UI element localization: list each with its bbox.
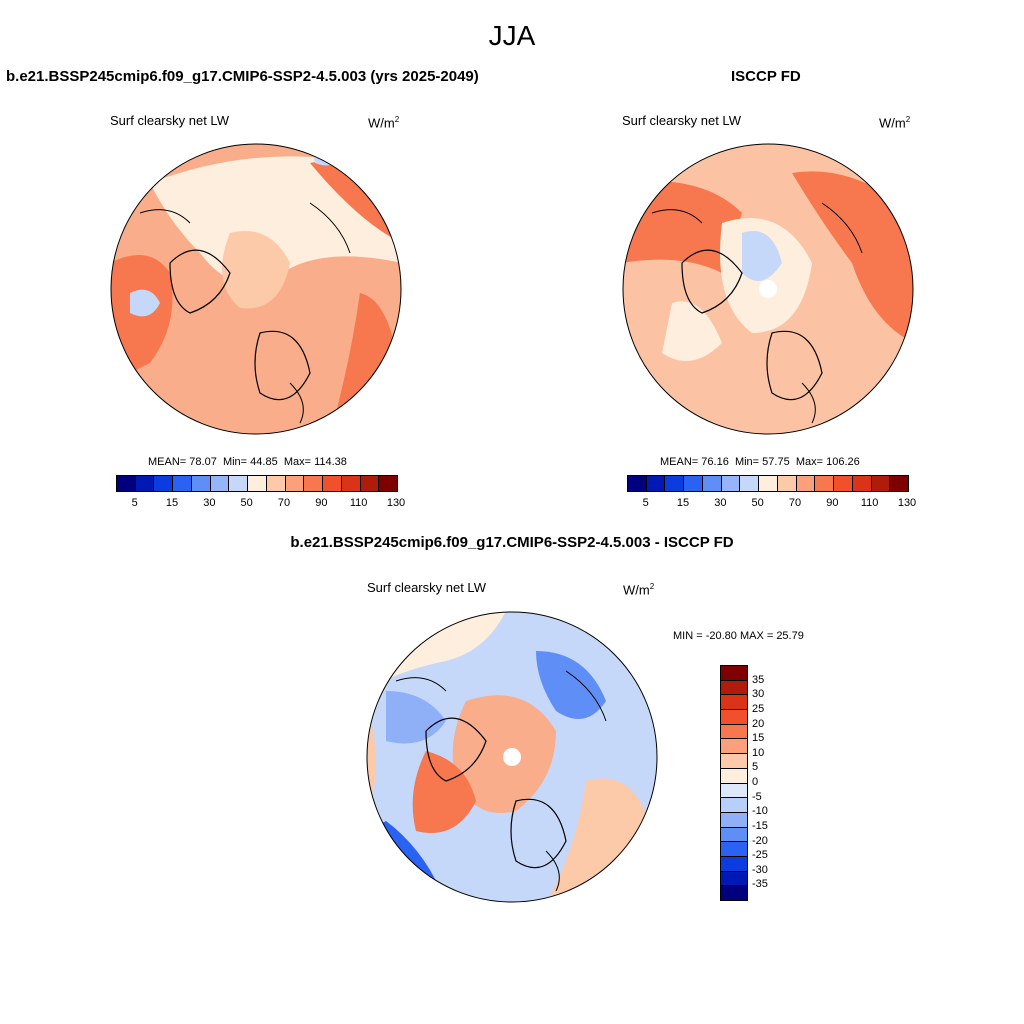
colorbar-swatch <box>721 768 747 784</box>
colorbar-swatch <box>890 476 909 491</box>
colorbar-tick-label: -35 <box>752 878 768 891</box>
colorbar-swatch <box>135 476 155 491</box>
colorbar-swatch <box>721 710 747 725</box>
colorbar-tick-label: -10 <box>752 805 768 818</box>
panel1-units: W/m2 <box>368 115 400 131</box>
colorbar-tick-label: 130 <box>386 497 406 509</box>
colorbar-tick-label: 90 <box>315 497 328 509</box>
colorbar-swatch <box>285 476 305 491</box>
colorbar-swatch <box>341 476 361 491</box>
colorbar-tick-label: 25 <box>752 702 765 715</box>
colorbar-tick-label: 5 <box>752 761 759 774</box>
colorbar-swatch <box>154 476 174 491</box>
panel1-colorbar <box>116 475 398 492</box>
colorbar-swatch <box>721 695 747 711</box>
colorbar-swatch <box>117 476 136 491</box>
panel2-map <box>622 143 914 435</box>
colorbar-swatch <box>796 476 816 491</box>
colorbar-swatch <box>740 476 760 491</box>
colorbar-tick-label: 35 <box>752 673 765 686</box>
colorbar-tick-label: -15 <box>752 819 768 832</box>
colorbar-tick-label: 30 <box>203 497 216 509</box>
colorbar-tick-label: 10 <box>752 746 765 759</box>
colorbar-swatch <box>721 871 747 887</box>
colorbar-swatch <box>628 476 647 491</box>
colorbar-tick-label: 0 <box>752 776 759 788</box>
colorbar-swatch <box>173 476 192 491</box>
colorbar-swatch <box>721 856 747 872</box>
panel2-units: W/m2 <box>879 115 911 131</box>
colorbar-tick-label: 110 <box>860 497 879 509</box>
colorbar-tick-label: 90 <box>826 497 839 509</box>
panel2-variable: Surf clearsky net LW <box>622 113 741 128</box>
panel1-colorbar-ticks: 5 15 30 50 70 90 110 130 <box>116 497 406 511</box>
colorbar-swatch <box>721 739 747 755</box>
colorbar-swatch <box>721 476 741 491</box>
colorbar-tick-label: -25 <box>752 849 768 862</box>
colorbar-swatch <box>721 842 747 857</box>
colorbar-swatch <box>721 680 747 696</box>
panel2-colorbar <box>627 475 909 492</box>
colorbar-swatch <box>721 886 747 900</box>
colorbar-swatch <box>379 476 398 491</box>
diff-units: W/m2 <box>623 582 655 598</box>
colorbar-swatch <box>229 476 249 491</box>
colorbar-swatch <box>721 783 747 799</box>
panel1-title: b.e21.BSSP245cmip6.f09_g17.CMIP6-SSP2-4.… <box>6 68 479 85</box>
colorbar-tick-label: -30 <box>752 863 768 876</box>
colorbar-swatch <box>665 476 685 491</box>
colorbar-tick-label: -20 <box>752 834 768 847</box>
colorbar-tick-label: 110 <box>349 497 368 509</box>
colorbar-swatch <box>721 812 747 828</box>
colorbar-tick-label: 15 <box>676 497 690 509</box>
panel1-stats: MEAN= 78.07 Min= 44.85 Max= 114.38 <box>148 456 347 468</box>
colorbar-tick-label: 15 <box>752 732 765 745</box>
colorbar-swatch <box>684 476 703 491</box>
colorbar-tick-label: 50 <box>240 497 253 509</box>
colorbar-tick-label: 70 <box>788 497 802 509</box>
colorbar-tick-label: 15 <box>165 497 179 509</box>
colorbar-swatch <box>702 476 722 491</box>
colorbar-swatch <box>871 476 891 491</box>
panel1-variable: Surf clearsky net LW <box>110 113 229 128</box>
panel1-map <box>110 143 402 435</box>
diff-colorbar <box>720 665 748 901</box>
panel2-title: ISCCP FD <box>731 68 801 85</box>
panel2-stats: MEAN= 76.16 Min= 57.75 Max= 106.26 <box>660 456 860 468</box>
colorbar-swatch <box>646 476 666 491</box>
diff-map <box>366 611 658 903</box>
colorbar-swatch <box>721 724 747 740</box>
colorbar-swatch <box>323 476 342 491</box>
colorbar-swatch <box>191 476 211 491</box>
colorbar-tick-label: 30 <box>714 497 727 509</box>
colorbar-swatch <box>304 476 324 491</box>
season-title: JJA <box>488 20 536 51</box>
colorbar-swatch <box>721 666 747 681</box>
colorbar-swatch <box>721 754 747 769</box>
colorbar-swatch <box>759 476 778 491</box>
diff-variable: Surf clearsky net LW <box>367 580 486 595</box>
panel2-colorbar-ticks: 5 15 30 50 70 90 110 130 <box>627 497 917 511</box>
colorbar-tick-label: 70 <box>277 497 291 509</box>
colorbar-tick-label: 50 <box>751 497 764 509</box>
colorbar-swatch <box>721 798 747 813</box>
colorbar-tick-label: 5 <box>642 497 649 509</box>
colorbar-tick-label: 30 <box>752 688 765 701</box>
colorbar-tick-label: -5 <box>752 790 762 803</box>
diff-minmax: MIN = -20.80 MAX = 25.79 <box>673 630 804 642</box>
colorbar-swatch <box>266 476 286 491</box>
colorbar-tick-label: 20 <box>752 717 765 730</box>
colorbar-swatch <box>248 476 267 491</box>
colorbar-swatch <box>210 476 230 491</box>
colorbar-swatch <box>777 476 797 491</box>
colorbar-swatch <box>852 476 872 491</box>
diff-title: b.e21.BSSP245cmip6.f09_g17.CMIP6-SSP2-4.… <box>290 534 734 551</box>
colorbar-tick-label: 5 <box>131 497 138 509</box>
colorbar-swatch <box>815 476 835 491</box>
colorbar-tick-label: 130 <box>897 497 917 509</box>
colorbar-swatch <box>834 476 853 491</box>
colorbar-swatch <box>721 827 747 843</box>
colorbar-swatch <box>360 476 380 491</box>
